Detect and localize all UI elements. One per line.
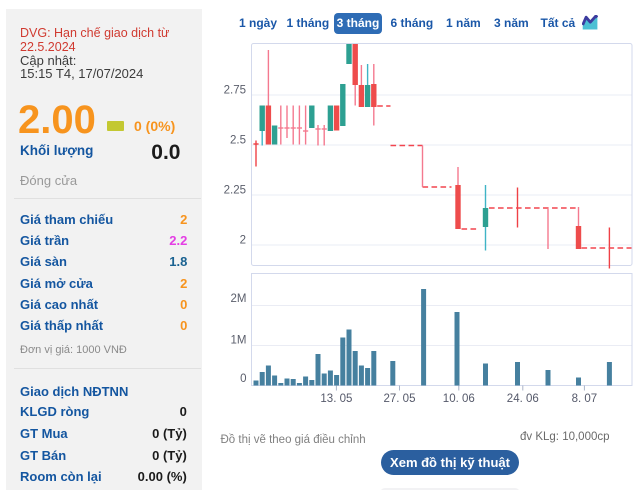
svg-text:2.75: 2.75 — [224, 85, 246, 97]
svg-text:8. 07: 8. 07 — [572, 393, 598, 405]
svg-text:2.25: 2.25 — [224, 185, 246, 197]
svg-text:2: 2 — [240, 235, 246, 247]
svg-text:10. 06: 10. 06 — [443, 393, 475, 405]
svg-text:2M: 2M — [231, 293, 247, 305]
svg-text:0: 0 — [240, 373, 246, 385]
svg-text:1M: 1M — [231, 335, 247, 347]
svg-text:13. 05: 13. 05 — [320, 393, 352, 405]
svg-text:2.5: 2.5 — [230, 135, 246, 147]
svg-text:24. 06: 24. 06 — [507, 393, 539, 405]
svg-text:27. 05: 27. 05 — [384, 393, 416, 405]
